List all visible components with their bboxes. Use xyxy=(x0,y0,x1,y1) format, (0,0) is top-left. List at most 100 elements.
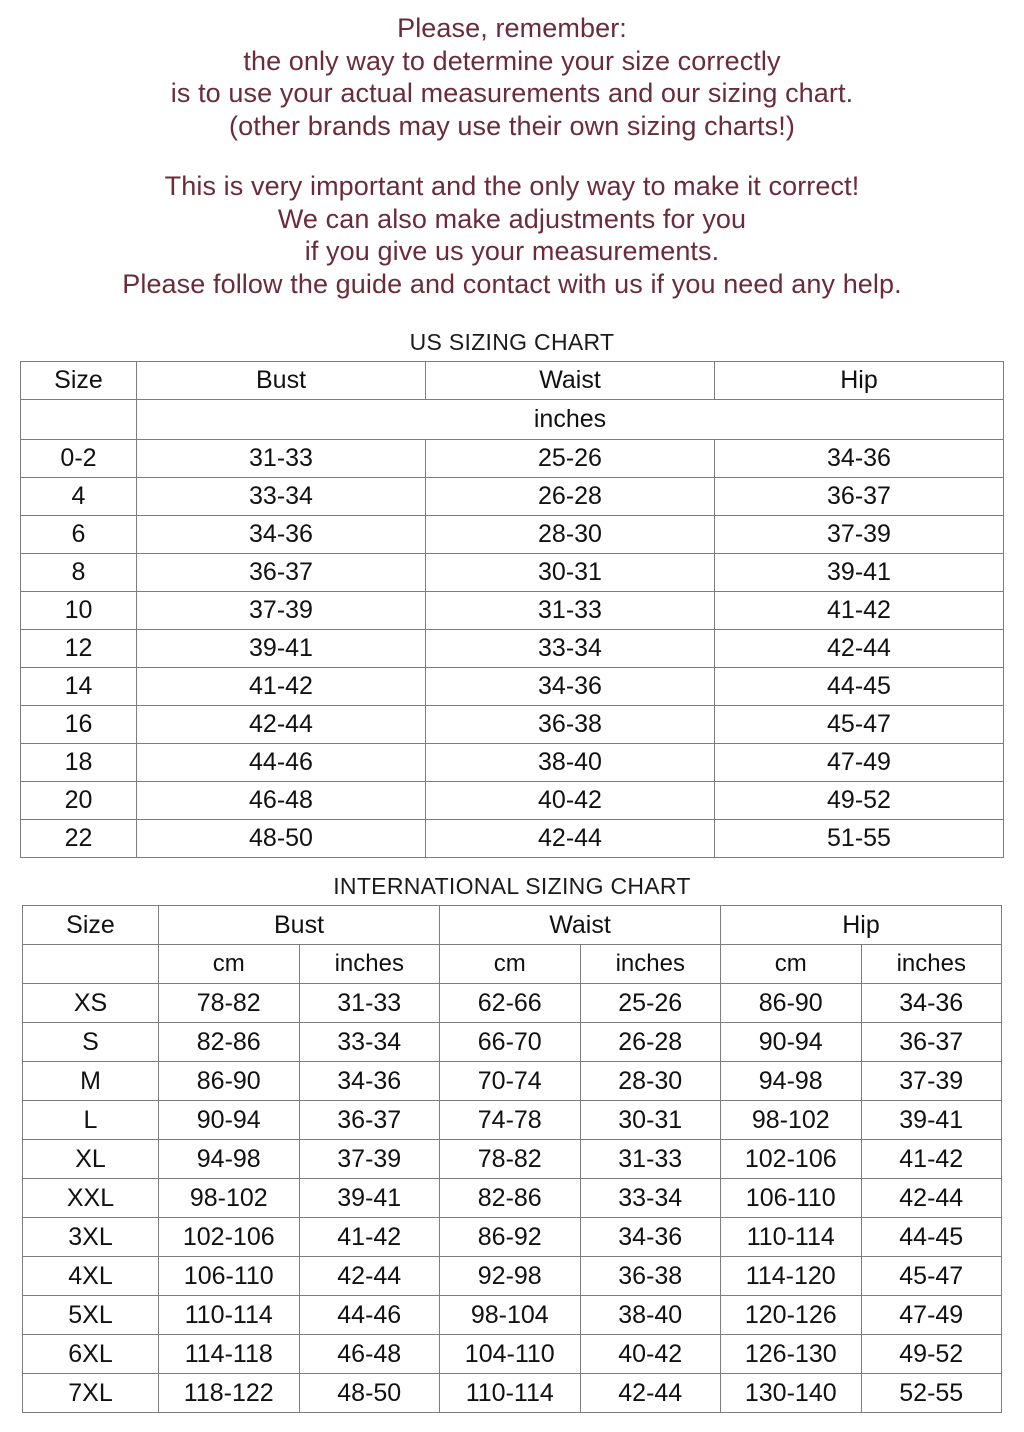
table-row: 18 44-46 38-40 47-49 xyxy=(20,743,1004,782)
cell-bust-in: 36-37 xyxy=(298,1100,440,1140)
cell-hip-in: 52-55 xyxy=(860,1373,1002,1413)
notice-line: We can also make adjustments for you xyxy=(277,203,747,234)
cell-hip-in: 44-45 xyxy=(860,1217,1002,1257)
column-header-waist: Waist xyxy=(439,905,721,945)
cell-bust-in: 44-46 xyxy=(298,1295,440,1335)
us-chart-title: US SIZING CHART xyxy=(409,329,615,355)
unit-header-row: cm inches cm inches cm inches xyxy=(22,944,1002,984)
cell-bust-cm: 102-106 xyxy=(158,1217,300,1257)
cell-hip-in: 34-36 xyxy=(860,983,1002,1023)
cell-bust-in: 42-44 xyxy=(298,1256,440,1296)
cell-bust-cm: 106-110 xyxy=(158,1256,300,1296)
table-row: XXL 98-102 39-41 82-86 33-34 106-110 42-… xyxy=(22,1178,1002,1218)
cell-hip-in: 36-37 xyxy=(860,1022,1002,1062)
cell-hip: 51-55 xyxy=(714,819,1004,858)
column-header-waist: Waist xyxy=(425,361,715,400)
cell-hip-cm: 130-140 xyxy=(720,1373,862,1413)
cell-hip-in: 47-49 xyxy=(860,1295,1002,1335)
cell-hip-cm: 126-130 xyxy=(720,1334,862,1374)
cell-bust-in: 41-42 xyxy=(298,1217,440,1257)
column-header-bust: Bust xyxy=(136,361,426,400)
cell-waist: 26-28 xyxy=(425,477,715,516)
cell-hip-in: 41-42 xyxy=(860,1139,1002,1179)
cell-bust: 41-42 xyxy=(136,667,426,706)
cell-size: 10 xyxy=(20,591,137,630)
cell-size: S xyxy=(22,1022,159,1062)
cell-size: L xyxy=(22,1100,159,1140)
cell-hip-cm: 106-110 xyxy=(720,1178,862,1218)
cell-waist: 31-33 xyxy=(425,591,715,630)
cell-hip-cm: 120-126 xyxy=(720,1295,862,1335)
table-row: 5XL 110-114 44-46 98-104 38-40 120-126 4… xyxy=(22,1295,1002,1335)
notice-line: (other brands may use their own sizing c… xyxy=(229,110,795,141)
cell-waist-cm: 66-70 xyxy=(439,1022,581,1062)
unit-bust-cm: cm xyxy=(158,944,300,984)
column-header-bust: Bust xyxy=(158,905,440,945)
cell-waist-cm: 82-86 xyxy=(439,1178,581,1218)
cell-size: 20 xyxy=(20,781,137,820)
cell-hip-cm: 110-114 xyxy=(720,1217,862,1257)
notice-block-1: Please, remember: the only way to determ… xyxy=(0,12,1024,142)
cell-waist: 38-40 xyxy=(425,743,715,782)
table-row: 4XL 106-110 42-44 92-98 36-38 114-120 45… xyxy=(22,1256,1002,1296)
table-row: 4 33-34 26-28 36-37 xyxy=(20,477,1004,516)
cell-waist: 25-26 xyxy=(425,439,715,478)
table-row: XS 78-82 31-33 62-66 25-26 86-90 34-36 xyxy=(22,983,1002,1023)
cell-size: 7XL xyxy=(22,1373,159,1413)
table-row: 7XL 118-122 48-50 110-114 42-44 130-140 … xyxy=(22,1373,1002,1413)
cell-bust-in: 39-41 xyxy=(298,1178,440,1218)
cell-hip-in: 45-47 xyxy=(860,1256,1002,1296)
cell-waist-cm: 62-66 xyxy=(439,983,581,1023)
table-row: 6XL 114-118 46-48 104-110 40-42 126-130 … xyxy=(22,1334,1002,1374)
cell-waist-cm: 110-114 xyxy=(439,1373,581,1413)
cell-waist-cm: 70-74 xyxy=(439,1061,581,1101)
cell-bust-cm: 82-86 xyxy=(158,1022,300,1062)
cell-waist-cm: 78-82 xyxy=(439,1139,581,1179)
cell-waist-cm: 92-98 xyxy=(439,1256,581,1296)
notice-line: This is very important and the only way … xyxy=(164,171,860,201)
cell-bust-cm: 98-102 xyxy=(158,1178,300,1218)
cell-waist-in: 40-42 xyxy=(579,1334,721,1374)
cell-size: 12 xyxy=(20,629,137,668)
cell-size: XS xyxy=(22,983,159,1023)
cell-waist: 28-30 xyxy=(425,515,715,554)
cell-hip: 49-52 xyxy=(714,781,1004,820)
cell-bust: 31-33 xyxy=(136,439,426,478)
notice-line: if you give us your measurements. xyxy=(304,236,720,266)
notice-line: Please follow the guide and contact with… xyxy=(122,268,902,299)
table-row: M 86-90 34-36 70-74 28-30 94-98 37-39 xyxy=(22,1061,1002,1101)
cell-waist-in: 38-40 xyxy=(579,1295,721,1335)
unit-label-inches: inches xyxy=(136,399,1004,440)
cell-hip: 44-45 xyxy=(714,667,1004,706)
notice-line: the only way to determine your size corr… xyxy=(243,45,781,76)
table-row: 14 41-42 34-36 44-45 xyxy=(20,667,1004,706)
unit-row-spacer xyxy=(20,399,137,440)
notice-line: Please, remember: xyxy=(397,13,627,43)
table-row: 22 48-50 42-44 51-55 xyxy=(20,819,1004,858)
cell-bust: 48-50 xyxy=(136,819,426,858)
cell-waist: 34-36 xyxy=(425,667,715,706)
cell-waist-in: 34-36 xyxy=(579,1217,721,1257)
cell-bust-in: 37-39 xyxy=(298,1139,440,1179)
cell-bust-cm: 78-82 xyxy=(158,983,300,1023)
cell-bust-cm: 110-114 xyxy=(158,1295,300,1335)
cell-waist-cm: 74-78 xyxy=(439,1100,581,1140)
table-row: 20 46-48 40-42 49-52 xyxy=(20,781,1004,820)
unit-hip-inches: inches xyxy=(860,944,1002,984)
cell-bust-cm: 90-94 xyxy=(158,1100,300,1140)
cell-waist-in: 25-26 xyxy=(579,983,721,1023)
cell-bust-cm: 118-122 xyxy=(158,1373,300,1413)
cell-waist: 40-42 xyxy=(425,781,715,820)
cell-hip: 36-37 xyxy=(714,477,1004,516)
table-row: 10 37-39 31-33 41-42 xyxy=(20,591,1004,630)
cell-size: 6XL xyxy=(22,1334,159,1374)
cell-size: 22 xyxy=(20,819,137,858)
cell-bust-cm: 86-90 xyxy=(158,1061,300,1101)
cell-bust: 44-46 xyxy=(136,743,426,782)
cell-hip-in: 37-39 xyxy=(860,1061,1002,1101)
cell-bust: 42-44 xyxy=(136,705,426,744)
table-header-row: Size Bust Waist Hip xyxy=(22,905,1002,945)
cell-size: M xyxy=(22,1061,159,1101)
table-row: 0-2 31-33 25-26 34-36 xyxy=(20,439,1004,478)
table-row: S 82-86 33-34 66-70 26-28 90-94 36-37 xyxy=(22,1022,1002,1062)
